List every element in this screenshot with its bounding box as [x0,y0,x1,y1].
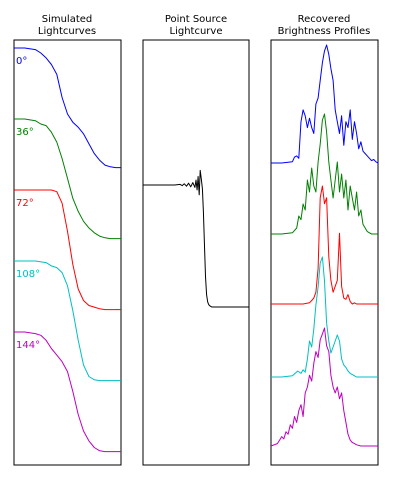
panel-1-frame [13,39,122,466]
panel-2-title-line-1: Point Source [165,14,227,25]
panel-3-title-line-2: Brightness Profiles [278,26,371,37]
lightcurve-4-line [14,260,121,382]
panel-1-title-line-1: Simulated [42,14,93,25]
panel-2-frame [142,39,250,466]
point-source-line [143,169,249,308]
point-source-lightcurve-plot [143,169,249,308]
brightness-profile-1-line [271,44,379,164]
lightcurve-3-angle-label: 72° [16,198,34,209]
lightcurve-4-angle-label: 108° [16,269,40,280]
brightness-profile-4-line [271,256,378,378]
lightcurve-2-line [14,118,121,240]
brightness-profile-5-line [270,327,378,447]
lightcurve-1-angle-label: 0° [16,56,27,67]
lightcurve-1-line [14,47,121,169]
panel-3-title-line-1: Recovered [298,14,351,25]
lightcurve-5-angle-label: 144° [16,340,40,351]
panel-2-title-line-2: Lightcurve [170,26,223,37]
recovered-brightness-profiles-plot [270,44,379,447]
panel-1-title-line-2: Lightcurves [38,26,96,37]
brightness-profile-2-line [271,113,378,235]
lightcurve-3-line [14,189,121,311]
panel-3-frame [270,39,379,466]
simulated-lightcurves-plot: 0° 36° 72° 108° 144° [14,47,121,453]
brightness-profile-3-line [271,185,378,305]
lightcurve-5-line [14,331,121,453]
lightcurve-2-angle-label: 36° [16,127,34,138]
